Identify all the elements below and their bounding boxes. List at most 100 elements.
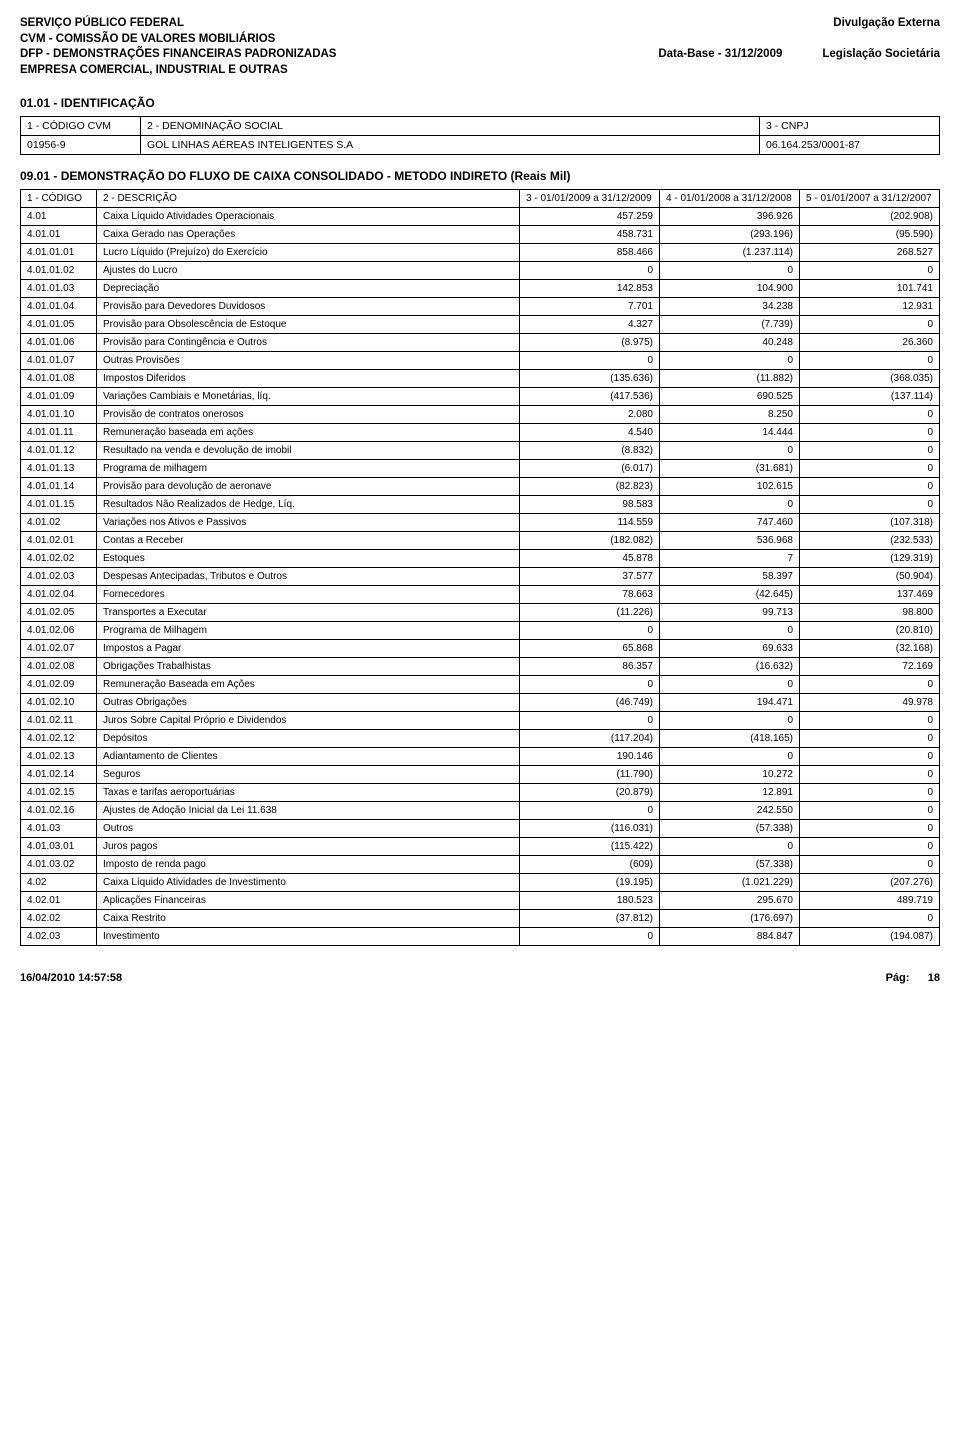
table-row: 4.01.01.08Impostos Diferidos(135.636)(11… [21,370,940,388]
cell-v1: (609) [520,856,660,874]
cell-v3: 0 [800,262,940,280]
idtable-v3: 06.164.253/0001-87 [760,136,940,155]
cell-code: 4.02.01 [21,892,97,910]
cell-code: 4.01.01.13 [21,460,97,478]
table-row: 4.01.02.10Outras Obrigações(46.749)194.4… [21,694,940,712]
statement-title: 09.01 - DEMONSTRAÇÃO DO FLUXO DE CAIXA C… [20,169,940,183]
cell-code: 4.01.02.02 [21,550,97,568]
cell-v2: 34.238 [660,298,800,316]
idtable-h3: 3 - CNPJ [760,117,940,136]
cell-code: 4.01.02.07 [21,640,97,658]
table-row: 4.02.03Investimento0884.847(194.087) [21,928,940,946]
cell-v1: 98.583 [520,496,660,514]
cell-code: 4.01.01.01 [21,244,97,262]
table-row: 4.01.03.01Juros pagos(115.422)00 [21,838,940,856]
cashflow-table: 1 - CÓDIGO 2 - DESCRIÇÃO 3 - 01/01/2009 … [20,189,940,946]
table-row: 4.02Caixa Líquido Atividades de Investim… [21,874,940,892]
cell-code: 4.01.01.12 [21,442,97,460]
cell-desc: Obrigações Trabalhistas [97,658,520,676]
cell-v3: 0 [800,856,940,874]
table-row: 4.01.01.15Resultados Não Realizados de H… [21,496,940,514]
cell-v2: 0 [660,622,800,640]
cell-v3: 268.527 [800,244,940,262]
cell-v3: (50.904) [800,568,940,586]
cell-desc: Impostos Diferidos [97,370,520,388]
cell-v2: 102.615 [660,478,800,496]
cell-v2: 0 [660,262,800,280]
table-row: 4.01.01.09Variações Cambiais e Monetária… [21,388,940,406]
table-header-row: 1 - CÓDIGO 2 - DESCRIÇÃO 3 - 01/01/2009 … [21,190,940,208]
cell-v3: 137.469 [800,586,940,604]
table-row: 4.01.02.07Impostos a Pagar65.86869.633(3… [21,640,940,658]
cell-v1: 2.080 [520,406,660,424]
table-row: 4.01.02.14Seguros(11.790)10.2720 [21,766,940,784]
cell-desc: Investimento [97,928,520,946]
cell-v1: 457.259 [520,208,660,226]
cell-code: 4.01.02.05 [21,604,97,622]
cell-v2: 99.713 [660,604,800,622]
cell-v2: 12.891 [660,784,800,802]
cell-code: 4.01.01.02 [21,262,97,280]
cell-v1: 4.327 [520,316,660,334]
cell-v2: (418.165) [660,730,800,748]
cell-v2: 747.460 [660,514,800,532]
cell-v2: 690.525 [660,388,800,406]
cell-v3: 72.169 [800,658,940,676]
cell-v3: (202.908) [800,208,940,226]
table-row: 4.01.01.03Depreciação142.853104.900101.7… [21,280,940,298]
cell-v2: (11.882) [660,370,800,388]
cell-v1: (116.031) [520,820,660,838]
cell-v1: 0 [520,352,660,370]
cell-v2: 0 [660,442,800,460]
cell-v3: 0 [800,784,940,802]
cell-v1: 142.853 [520,280,660,298]
cell-v3: (32.168) [800,640,940,658]
section-title-identificacao: 01.01 - IDENTIFICAÇÃO [20,96,940,110]
cell-v2: (1.021.229) [660,874,800,892]
cell-code: 4.01.02.04 [21,586,97,604]
cell-v2: (31.681) [660,460,800,478]
cell-desc: Seguros [97,766,520,784]
table-row: 4.01.03.02Imposto de renda pago(609)(57.… [21,856,940,874]
cell-v3: 26.360 [800,334,940,352]
cell-v3: 98.800 [800,604,940,622]
cell-code: 4.01.02.10 [21,694,97,712]
table-row: 4.01.01.11Remuneração baseada em ações4.… [21,424,940,442]
idtable-h1: 1 - CÓDIGO CVM [21,117,141,136]
cell-v2: (293.196) [660,226,800,244]
cell-desc: Provisão para Contingência e Outros [97,334,520,352]
cell-code: 4.01.01.10 [21,406,97,424]
cell-v2: (176.697) [660,910,800,928]
cell-code: 4.02 [21,874,97,892]
cell-desc: Impostos a Pagar [97,640,520,658]
cell-v3: 0 [800,766,940,784]
cell-v1: (8.975) [520,334,660,352]
cell-code: 4.01.02.14 [21,766,97,784]
cell-v1: 114.559 [520,514,660,532]
table-row: 4.01.02.04Fornecedores78.663(42.645)137.… [21,586,940,604]
cell-code: 4.01.02.03 [21,568,97,586]
cell-v1: (11.226) [520,604,660,622]
cell-v1: (135.636) [520,370,660,388]
cell-v1: 0 [520,802,660,820]
table-row: 4.01.02.05Transportes a Executar(11.226)… [21,604,940,622]
cell-v3: 101.741 [800,280,940,298]
cell-v3: 0 [800,820,940,838]
idtable-v2: GOL LINHAS AÉREAS INTELIGENTES S.A [141,136,760,155]
cell-v3: (194.087) [800,928,940,946]
header-databasis: Data-Base - 31/12/2009 [658,47,782,63]
cell-desc: Transportes a Executar [97,604,520,622]
cell-code: 4.01.01.11 [21,424,97,442]
idtable-header-row: 1 - CÓDIGO CVM 2 - DENOMINAÇÃO SOCIAL 3 … [21,117,940,136]
table-row: 4.01.01.01Lucro Líquido (Prejuízo) do Ex… [21,244,940,262]
cell-v1: (19.195) [520,874,660,892]
page-footer: 16/04/2010 14:57:58 Pág: 18 [20,972,940,984]
cell-code: 4.01.02 [21,514,97,532]
cell-v2: 0 [660,352,800,370]
cell-desc: Provisão para Devedores Duvidosos [97,298,520,316]
document-header: SERVIÇO PÚBLICO FEDERAL CVM - COMISSÃO D… [20,16,940,78]
cell-v2: 14.444 [660,424,800,442]
cell-code: 4.01.02.15 [21,784,97,802]
cell-v1: 180.523 [520,892,660,910]
table-row: 4.01.01.12Resultado na venda e devolução… [21,442,940,460]
